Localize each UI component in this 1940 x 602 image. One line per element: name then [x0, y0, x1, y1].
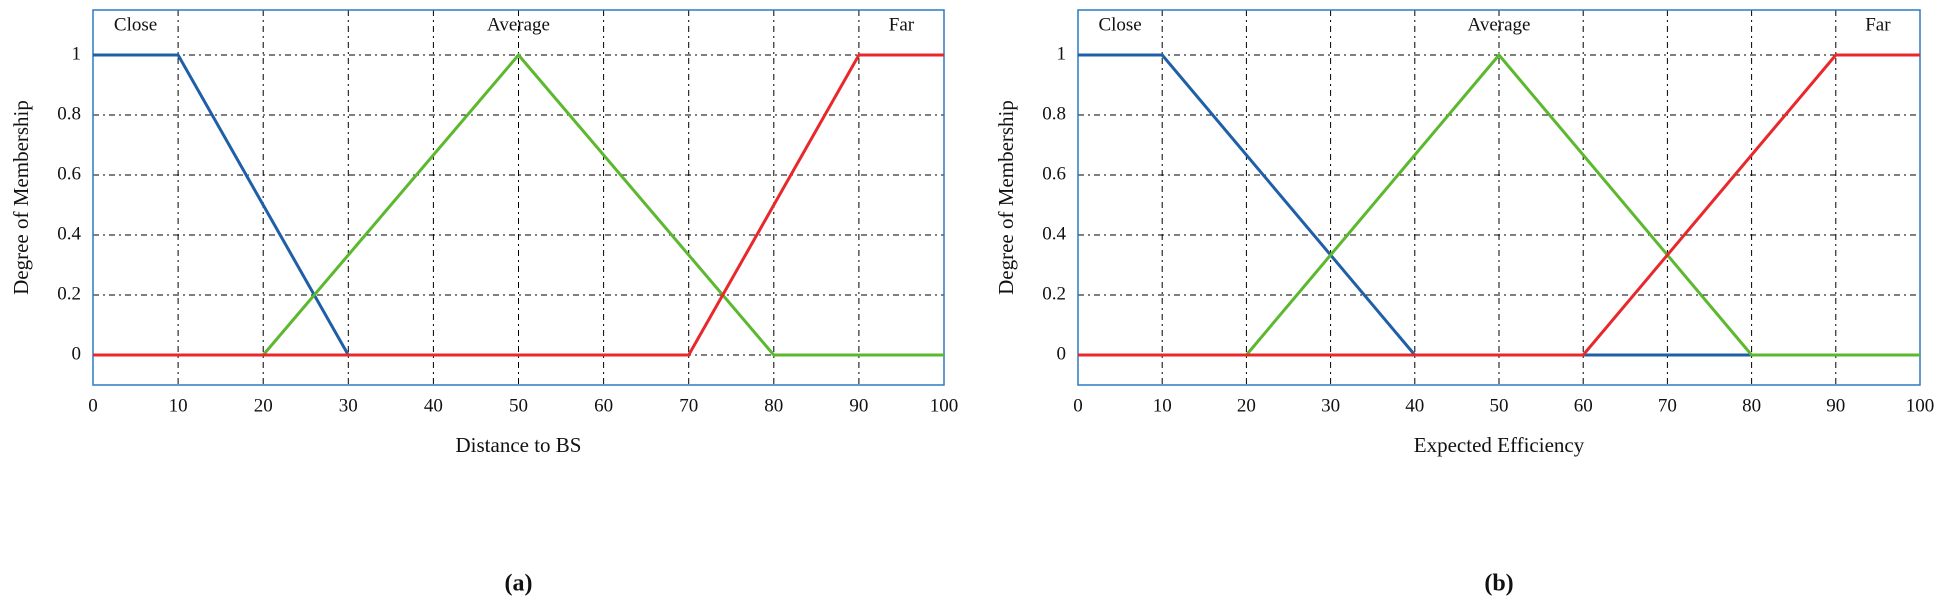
y-tick-label: 0.2: [1042, 283, 1066, 304]
x-tick-label: 80: [764, 395, 783, 416]
x-tick-label: 70: [1658, 395, 1677, 416]
membership-line: [262, 52, 944, 357]
y-tick-label: 0.4: [1042, 223, 1066, 244]
series-label: Average: [487, 14, 550, 35]
y-tick-label: 0.8: [1042, 103, 1066, 124]
x-tick-label: 0: [1073, 395, 1083, 416]
x-axis-label: Distance to BS: [456, 433, 582, 457]
x-tick-label: 10: [1153, 395, 1172, 416]
y-tick-label: 0.6: [57, 163, 81, 184]
caption: (a): [505, 571, 533, 597]
y-tick-label: 0: [1057, 343, 1067, 364]
x-tick-label: 20: [254, 395, 273, 416]
y-tick-label: 0.6: [1042, 163, 1066, 184]
membership-line: [93, 53, 350, 356]
caption: (b): [1484, 571, 1513, 597]
x-tick-label: 0: [88, 395, 98, 416]
x-axis-label: Expected Efficiency: [1414, 433, 1585, 457]
x-tick-label: 40: [1405, 395, 1424, 416]
y-tick-label: 1: [1057, 43, 1067, 64]
y-axis-label: Degree of Membership: [994, 100, 1018, 295]
series-label: Far: [1865, 14, 1891, 35]
x-tick-label: 50: [509, 395, 528, 416]
x-tick-label: 20: [1237, 395, 1256, 416]
series-label: Close: [1098, 14, 1141, 35]
y-tick-label: 1: [72, 43, 82, 64]
series-label: Average: [1468, 14, 1531, 35]
x-tick-label: 100: [930, 395, 959, 416]
y-tick-label: 0.8: [57, 103, 81, 124]
x-tick-label: 30: [339, 395, 358, 416]
series-label: Far: [889, 14, 915, 35]
x-tick-label: 60: [594, 395, 613, 416]
membership-line: [1245, 52, 1920, 357]
x-tick-label: 10: [169, 395, 188, 416]
y-tick-label: 0: [72, 343, 82, 364]
x-tick-label: 50: [1490, 395, 1509, 416]
plot-frame: [1077, 9, 1921, 386]
x-tick-label: 90: [849, 395, 868, 416]
plot-frame: [92, 9, 945, 386]
x-tick-label: 70: [679, 395, 698, 416]
x-tick-label: 40: [424, 395, 443, 416]
membership-line: [93, 53, 944, 357]
x-tick-label: 90: [1826, 395, 1845, 416]
x-tick-label: 100: [1906, 395, 1935, 416]
y-axis-label: Degree of Membership: [9, 100, 33, 295]
y-tick-label: 0.4: [57, 223, 81, 244]
membership-line: [1078, 53, 1920, 357]
y-tick-label: 0.2: [57, 283, 81, 304]
x-tick-label: 60: [1574, 395, 1593, 416]
x-tick-label: 30: [1321, 395, 1340, 416]
series-label: Close: [114, 14, 157, 35]
x-tick-label: 80: [1742, 395, 1761, 416]
